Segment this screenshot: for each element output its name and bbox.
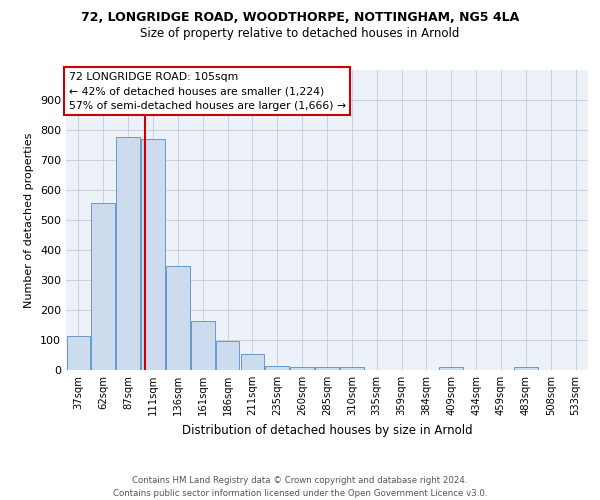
Y-axis label: Number of detached properties: Number of detached properties [25,132,34,308]
Text: Size of property relative to detached houses in Arnold: Size of property relative to detached ho… [140,28,460,40]
Bar [439,368,463,370]
Bar [315,366,339,370]
Bar [265,366,289,370]
Bar [141,139,165,370]
Bar [514,368,538,370]
Bar [166,266,190,370]
Bar [216,341,239,370]
Bar [67,336,90,370]
Bar [241,354,264,370]
Bar [116,136,140,370]
Text: 72 LONGRIDGE ROAD: 105sqm
← 42% of detached houses are smaller (1,224)
57% of se: 72 LONGRIDGE ROAD: 105sqm ← 42% of detac… [68,72,346,111]
Text: 72, LONGRIDGE ROAD, WOODTHORPE, NOTTINGHAM, NG5 4LA: 72, LONGRIDGE ROAD, WOODTHORPE, NOTTINGH… [81,11,519,24]
Text: Contains HM Land Registry data © Crown copyright and database right 2024.
Contai: Contains HM Land Registry data © Crown c… [113,476,487,498]
Bar [290,366,314,370]
Bar [191,321,215,370]
X-axis label: Distribution of detached houses by size in Arnold: Distribution of detached houses by size … [182,424,472,436]
Bar [340,368,364,370]
Bar [91,203,115,370]
